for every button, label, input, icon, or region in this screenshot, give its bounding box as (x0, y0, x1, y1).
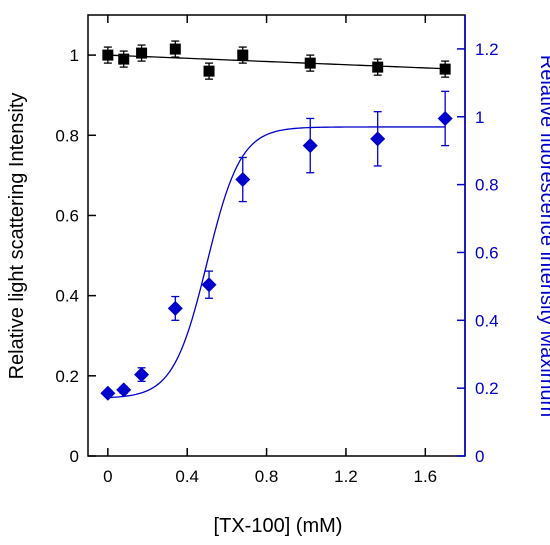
scattering-point (102, 49, 114, 61)
fluorescence-point (100, 385, 116, 401)
x-tick-label: 0.4 (175, 467, 199, 486)
scattering-point (372, 61, 384, 73)
y-right-tick-label: 1 (475, 108, 484, 127)
axes-layer: 0 0.4 0.8 1.2 1.6 0 0.2 0.4 0.6 0.8 1 0 0.2 0.4 0.6 0.8… (55, 15, 499, 486)
plot-frame (87, 14, 466, 457)
fit-layer (107, 54, 446, 399)
x-tick-label: 1.6 (413, 467, 437, 486)
fluorescence-point (167, 300, 183, 316)
fluorescence-point (116, 382, 132, 398)
points-layer (100, 40, 453, 401)
y-right-tick-label: 0.8 (475, 176, 499, 195)
fluorescence-point (134, 367, 150, 383)
x-tick-label: 0.8 (255, 467, 279, 486)
fluorescence-point (437, 110, 453, 126)
y-left-axis-title: Relative light scattering Intensity (6, 93, 28, 380)
y-right-tick-label: 0.6 (475, 243, 499, 262)
y-left-tick-label: 0.4 (55, 287, 79, 306)
fluorescence-point (370, 131, 386, 147)
fluorescence-point (235, 172, 251, 188)
scattering-point (304, 57, 316, 69)
scattering-point (118, 53, 130, 65)
x-axis-title: [TX-100] (mM) (214, 515, 343, 537)
scattering-point (439, 63, 451, 75)
y-right-axis-title: Relative fluorescence intensity Maximum (536, 55, 550, 417)
y-right-tick-label: 0 (475, 447, 484, 466)
y-left-tick-label: 0.8 (55, 126, 79, 145)
scattering-point (169, 43, 181, 55)
y-right-tick-label: 0.4 (475, 311, 499, 330)
y-right-tick-label: 0.2 (475, 379, 499, 398)
y-left-tick-label: 0 (70, 447, 79, 466)
fluorescence-point (201, 277, 217, 293)
scattering-point (136, 47, 148, 59)
scattering-point (203, 65, 215, 77)
scattering-point (237, 49, 249, 61)
y-left-tick-label: 0.6 (55, 206, 79, 225)
x-tick-label: 0 (103, 467, 112, 486)
y-left-tick-label: 1 (70, 46, 79, 65)
y-left-tick-label: 0.2 (55, 367, 79, 386)
fluorescence-point (302, 138, 318, 154)
y-right-tick-label: 1.2 (475, 40, 499, 59)
fluorescence-fit-curve (107, 126, 446, 399)
scattering-fit-line (107, 54, 446, 70)
x-tick-label: 1.2 (334, 467, 358, 486)
